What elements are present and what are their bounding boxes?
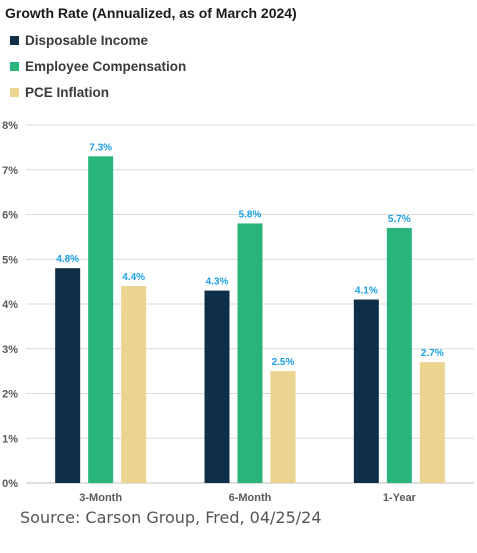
y-tick-label: 0% — [2, 478, 18, 490]
x-tick-label: 1-Year — [383, 492, 417, 504]
y-tick-label: 4% — [2, 299, 18, 311]
bar — [55, 268, 80, 483]
y-tick-label: 8% — [2, 120, 18, 132]
y-tick-label: 3% — [2, 344, 18, 356]
bar — [88, 156, 113, 483]
data-label: 4.4% — [122, 272, 145, 283]
data-label: 2.5% — [272, 357, 295, 368]
data-label: 5.7% — [388, 214, 411, 225]
y-tick-label: 5% — [2, 254, 18, 266]
bar — [387, 228, 412, 483]
x-tick-label: 3-Month — [79, 492, 122, 504]
y-tick-label: 2% — [2, 389, 18, 401]
y-tick-label: 1% — [2, 433, 18, 445]
y-tick-label: 6% — [2, 210, 18, 222]
bar — [354, 300, 379, 483]
data-label: 4.8% — [56, 254, 79, 265]
bar — [205, 291, 230, 483]
data-label: 4.3% — [206, 277, 229, 288]
y-tick-label: 7% — [2, 165, 18, 177]
data-label: 5.8% — [239, 209, 262, 220]
source-note: Source: Carson Group, Fred, 04/25/24 — [20, 508, 322, 527]
data-label: 2.7% — [421, 348, 444, 359]
bar — [238, 223, 263, 483]
data-label: 4.1% — [355, 286, 378, 297]
data-label: 7.3% — [89, 142, 112, 153]
x-tick-label: 6-Month — [229, 492, 272, 504]
bar — [121, 286, 146, 483]
bar — [271, 371, 296, 483]
bar — [420, 362, 445, 483]
